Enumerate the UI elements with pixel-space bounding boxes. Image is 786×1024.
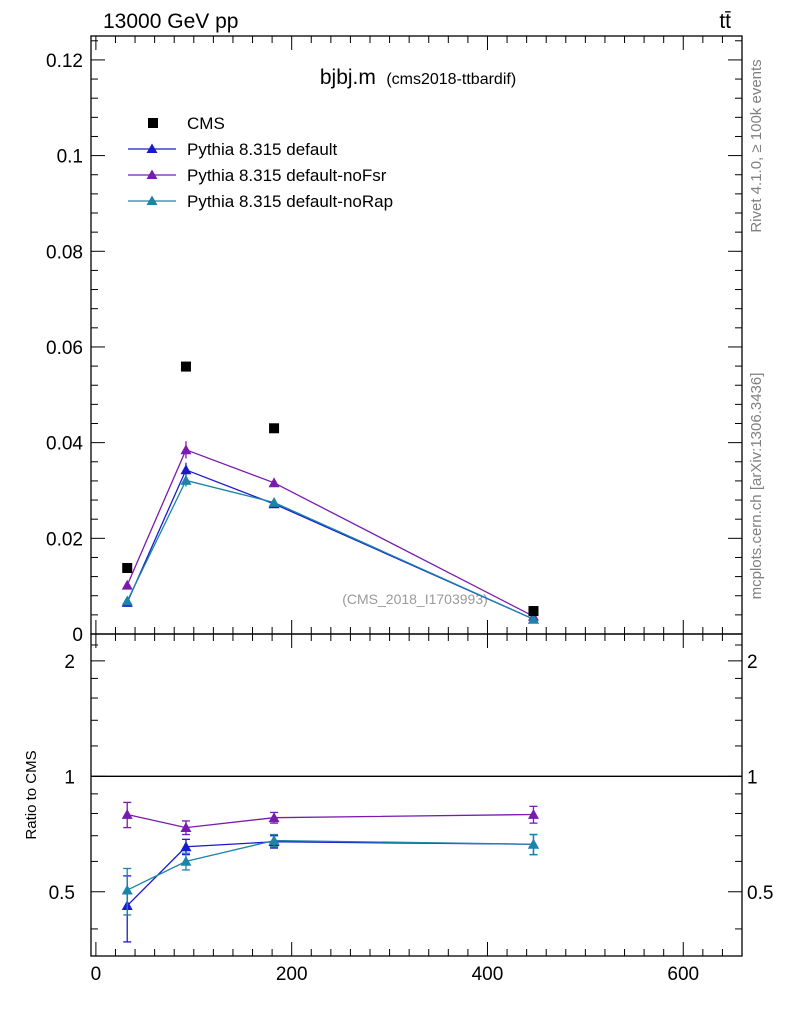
y-tick-label: 0.1 xyxy=(57,147,83,168)
y-tick-label: 0.12 xyxy=(46,51,83,72)
legend-marker-default xyxy=(146,143,158,153)
series-point-2 xyxy=(268,496,280,507)
ratio-point-2 xyxy=(527,838,539,849)
series-point-1 xyxy=(180,444,192,455)
series-point-0 xyxy=(180,464,192,475)
y-tick-label: 0.04 xyxy=(46,434,83,455)
ratio-point-0 xyxy=(180,841,192,852)
x-tick-label: 0 xyxy=(91,964,102,985)
ratio-plot-frame xyxy=(90,633,743,957)
ratio-tick-label-right: 0.5 xyxy=(747,883,773,904)
legend-marker-norap xyxy=(146,195,158,205)
ratio-tick-label: 1 xyxy=(64,767,75,788)
analysis-watermark: (CMS_2018_I1703993) xyxy=(342,591,488,607)
ratio-ylabel: Ratio to CMS xyxy=(23,750,40,839)
legend-marker-cms xyxy=(148,118,158,128)
legend-label-norap: Pythia 8.315 default-noRap xyxy=(187,192,393,211)
series-point-2 xyxy=(180,474,192,485)
series-line-2 xyxy=(126,479,534,620)
legend-marker-nofsr xyxy=(146,169,158,179)
x-tick-label: 200 xyxy=(276,964,308,985)
data-point-cms xyxy=(122,562,133,573)
series-point-1 xyxy=(121,579,133,590)
series-line-1 xyxy=(126,448,534,617)
ratio-tick-label: 2 xyxy=(64,652,75,673)
series-line-0 xyxy=(126,469,534,620)
y-tick-label: 0.02 xyxy=(46,529,83,550)
ratio-tick-label-right: 1 xyxy=(747,767,758,788)
data-point-cms xyxy=(180,361,191,372)
y-tick-label: 0.06 xyxy=(46,338,83,359)
y-tick-label: 0 xyxy=(72,625,83,646)
mcplots-label: mcplots.cern.ch [arXiv:1306.3436] xyxy=(748,373,765,600)
x-tick-label: 400 xyxy=(472,964,504,985)
energy-label: 13000 GeV pp xyxy=(103,10,238,33)
rivet-version-label: Rivet 4.1.0, ≥ 100k events xyxy=(748,59,765,232)
ratio-point-1 xyxy=(527,809,539,819)
ratio-line-2 xyxy=(126,839,534,891)
ratio-point-2 xyxy=(268,835,280,845)
series-point-1 xyxy=(268,477,280,488)
series-point-2 xyxy=(121,595,133,606)
legend-label-cms: CMS xyxy=(187,114,225,133)
process-label: tt̄ xyxy=(719,10,731,33)
ratio-point-1 xyxy=(268,812,280,823)
ratio-point-2 xyxy=(180,855,192,866)
legend-label-nofsr: Pythia 8.315 default-noFsr xyxy=(187,166,387,185)
ratio-tick-label-right: 2 xyxy=(747,652,758,673)
ratio-tick-label: 0.5 xyxy=(49,883,75,904)
ratio-series-group xyxy=(121,801,539,943)
plot-title-sub: (cms2018-ttbardif) xyxy=(386,71,516,88)
axes-group: 0 0.02 0.04 0.06 0.08 0.1 0.12 0 200 400 600 0.5 0.5… xyxy=(46,36,773,985)
ratio-line-0 xyxy=(126,841,534,907)
ratio-point-1 xyxy=(180,822,192,832)
plot-title: bjbj.m (cms2018-ttbardif) xyxy=(320,66,516,89)
series-point-2 xyxy=(527,613,539,624)
ratio-point-2 xyxy=(121,884,133,895)
main-series-group xyxy=(121,361,539,624)
x-tick-label: 600 xyxy=(667,964,699,985)
data-point-cms xyxy=(269,423,280,434)
ratio-line-1 xyxy=(127,813,534,829)
plot-title-main: bjbj.m xyxy=(320,66,376,89)
legend: CMS Pythia 8.315 default Pythia 8.315 de… xyxy=(128,114,393,211)
ratio-point-1 xyxy=(121,809,133,819)
y-tick-label: 0.08 xyxy=(46,242,83,263)
legend-label-default: Pythia 8.315 default xyxy=(187,140,338,159)
data-point-cms xyxy=(528,606,539,617)
